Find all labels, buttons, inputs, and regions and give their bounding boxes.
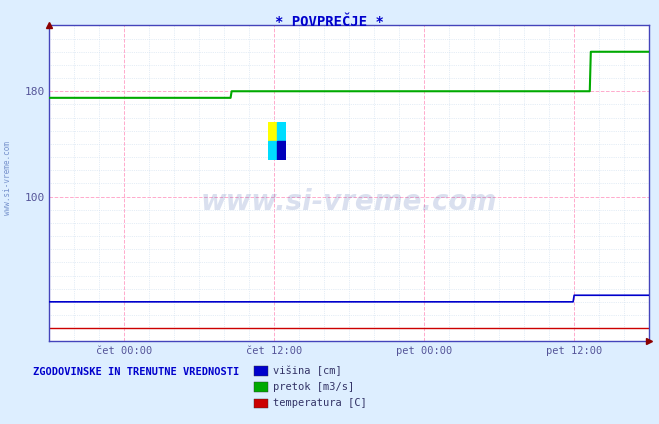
Text: pretok [m3/s]: pretok [m3/s] (273, 382, 355, 392)
Bar (268, 122, 277, 141)
Text: višina [cm]: višina [cm] (273, 366, 342, 376)
Bar (268, 141, 277, 160)
Bar (277, 122, 286, 141)
Text: www.si-vreme.com: www.si-vreme.com (201, 188, 498, 216)
Text: www.si-vreme.com: www.si-vreme.com (3, 141, 13, 215)
Text: * POVPREČJE *: * POVPREČJE * (275, 15, 384, 29)
Text: temperatura [C]: temperatura [C] (273, 398, 367, 408)
Text: ZGODOVINSKE IN TRENUTNE VREDNOSTI: ZGODOVINSKE IN TRENUTNE VREDNOSTI (33, 367, 239, 377)
Bar (277, 141, 286, 160)
